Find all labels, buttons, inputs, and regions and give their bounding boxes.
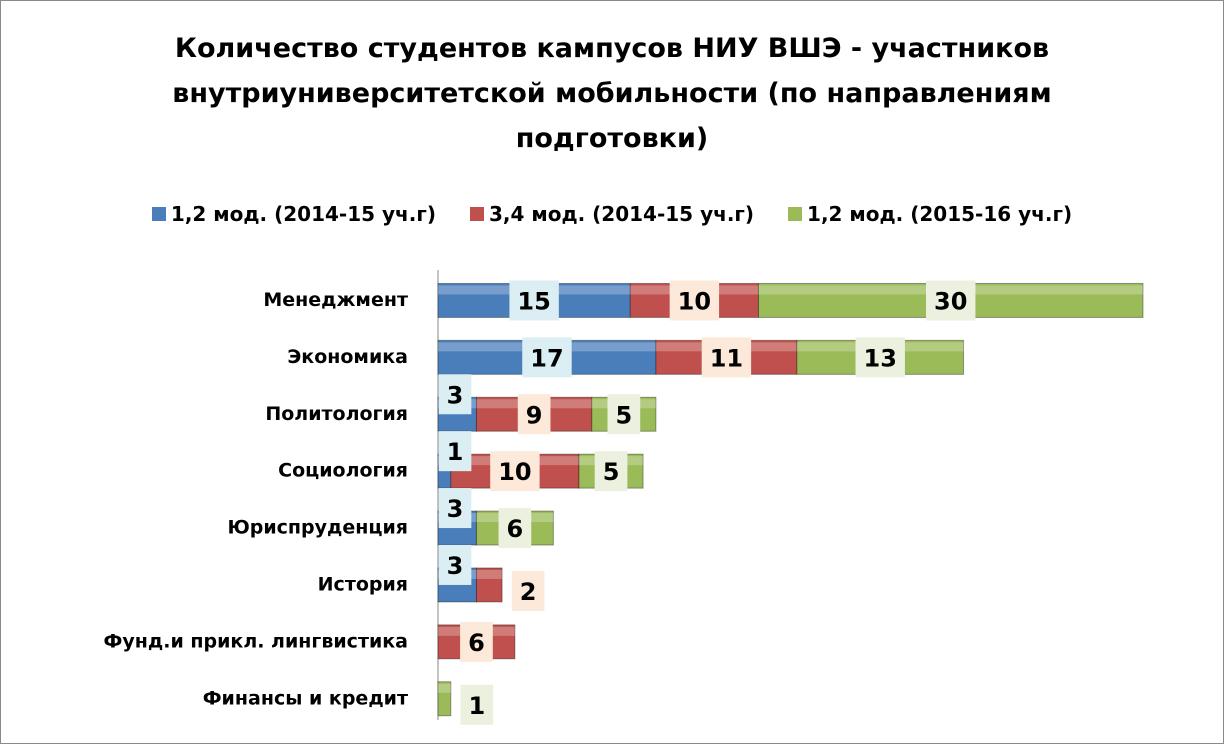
data-label-bg bbox=[509, 280, 559, 321]
legend-label: 3,4 мод. (2014-15 уч.г) bbox=[488, 202, 755, 226]
data-label-group: 15 bbox=[509, 280, 559, 321]
data-label-bg bbox=[438, 488, 472, 529]
data-label-bg bbox=[701, 337, 752, 378]
data-label-bg bbox=[517, 394, 551, 435]
data-label-bg bbox=[855, 337, 905, 378]
data-label-bg bbox=[438, 544, 472, 585]
bar-segment bbox=[475, 567, 503, 603]
data-label-group: 3 bbox=[438, 374, 472, 415]
data-label-group: 13 bbox=[855, 337, 905, 378]
category-label: Фунд.и прикл. лингвистика bbox=[104, 630, 408, 652]
data-label-bg bbox=[926, 280, 976, 321]
data-label-bg bbox=[438, 431, 472, 472]
legend-label: 1,2 мод. (2014-15 уч.г) bbox=[170, 202, 436, 226]
legend-swatch bbox=[788, 207, 803, 221]
data-label: 5 bbox=[616, 401, 633, 429]
data-label: 9 bbox=[526, 401, 543, 429]
category-label: Юриспруденция bbox=[227, 517, 408, 539]
data-label: 15 bbox=[517, 287, 550, 315]
legend: 1,2 мод. (2014-15 уч.г) 3,4 мод. (2014-15… bbox=[0, 202, 1224, 226]
data-label: 5 bbox=[603, 458, 620, 486]
data-label: 2 bbox=[520, 578, 537, 606]
category-label: История bbox=[318, 573, 408, 595]
chart-title: Количество студентов кампусов НИУ ВШЭ - … bbox=[172, 33, 1052, 154]
data-label-group: 6 bbox=[498, 508, 532, 549]
data-label: 6 bbox=[468, 629, 485, 657]
category-label: Финансы и кредит bbox=[203, 687, 408, 709]
bar-shine bbox=[476, 569, 503, 579]
legend-swatch bbox=[469, 207, 484, 221]
legend-label: 1,2 мод. (2015-16 уч.г) bbox=[807, 202, 1073, 226]
bar-segment bbox=[437, 681, 452, 717]
category-label: Социология bbox=[278, 460, 408, 482]
legend-item: 3,4 мод. (2014-15 уч.г) bbox=[469, 202, 755, 226]
data-label-group: 17 bbox=[522, 337, 572, 378]
data-label-bg bbox=[460, 621, 493, 662]
legend-item: 1,2 мод. (2015-16 уч.г) bbox=[788, 202, 1072, 226]
data-label-group: 3 bbox=[438, 488, 472, 529]
data-label: 3 bbox=[447, 495, 464, 523]
data-label-bg bbox=[522, 337, 572, 378]
data-label-group: 1 bbox=[460, 684, 494, 725]
category-label: Политология bbox=[265, 403, 408, 425]
data-label-bg bbox=[438, 374, 472, 415]
data-label: 10 bbox=[678, 287, 711, 315]
category-label: Экономика bbox=[287, 346, 408, 368]
data-label-group: 3 bbox=[438, 544, 472, 585]
data-label-group: 6 bbox=[460, 621, 493, 662]
data-label: 1 bbox=[447, 438, 464, 466]
data-label-bg bbox=[498, 508, 532, 549]
data-label-group: 1 bbox=[438, 431, 472, 472]
data-label-group: 2 bbox=[511, 570, 545, 611]
data-label-group: 10 bbox=[669, 280, 720, 321]
data-label-bg bbox=[490, 451, 540, 492]
data-label: 10 bbox=[498, 458, 531, 486]
legend-item: 1,2 мод. (2014-15 уч.г) bbox=[151, 202, 436, 226]
bar-shine bbox=[438, 683, 451, 693]
data-label-group: 11 bbox=[701, 337, 752, 378]
data-label-group: 9 bbox=[517, 394, 551, 435]
category-label: Менеджмент bbox=[263, 289, 408, 311]
data-label-bg bbox=[669, 280, 720, 321]
data-label: 1 bbox=[468, 692, 485, 720]
legend-swatch bbox=[151, 207, 166, 221]
data-label: 3 bbox=[447, 552, 464, 580]
data-label-group: 5 bbox=[594, 451, 628, 492]
data-label-group: 30 bbox=[926, 280, 976, 321]
data-label-group: 5 bbox=[607, 394, 641, 435]
data-label-bg bbox=[607, 394, 641, 435]
data-label: 3 bbox=[447, 381, 464, 409]
data-label-bg bbox=[511, 570, 545, 611]
data-label-group: 10 bbox=[490, 451, 540, 492]
data-label: 13 bbox=[864, 344, 897, 372]
data-label: 17 bbox=[530, 344, 563, 372]
data-label: 6 bbox=[507, 515, 524, 543]
data-label: 11 bbox=[710, 344, 743, 372]
data-label-bg bbox=[460, 684, 494, 725]
data-label: 30 bbox=[934, 287, 967, 315]
data-label-bg bbox=[594, 451, 628, 492]
